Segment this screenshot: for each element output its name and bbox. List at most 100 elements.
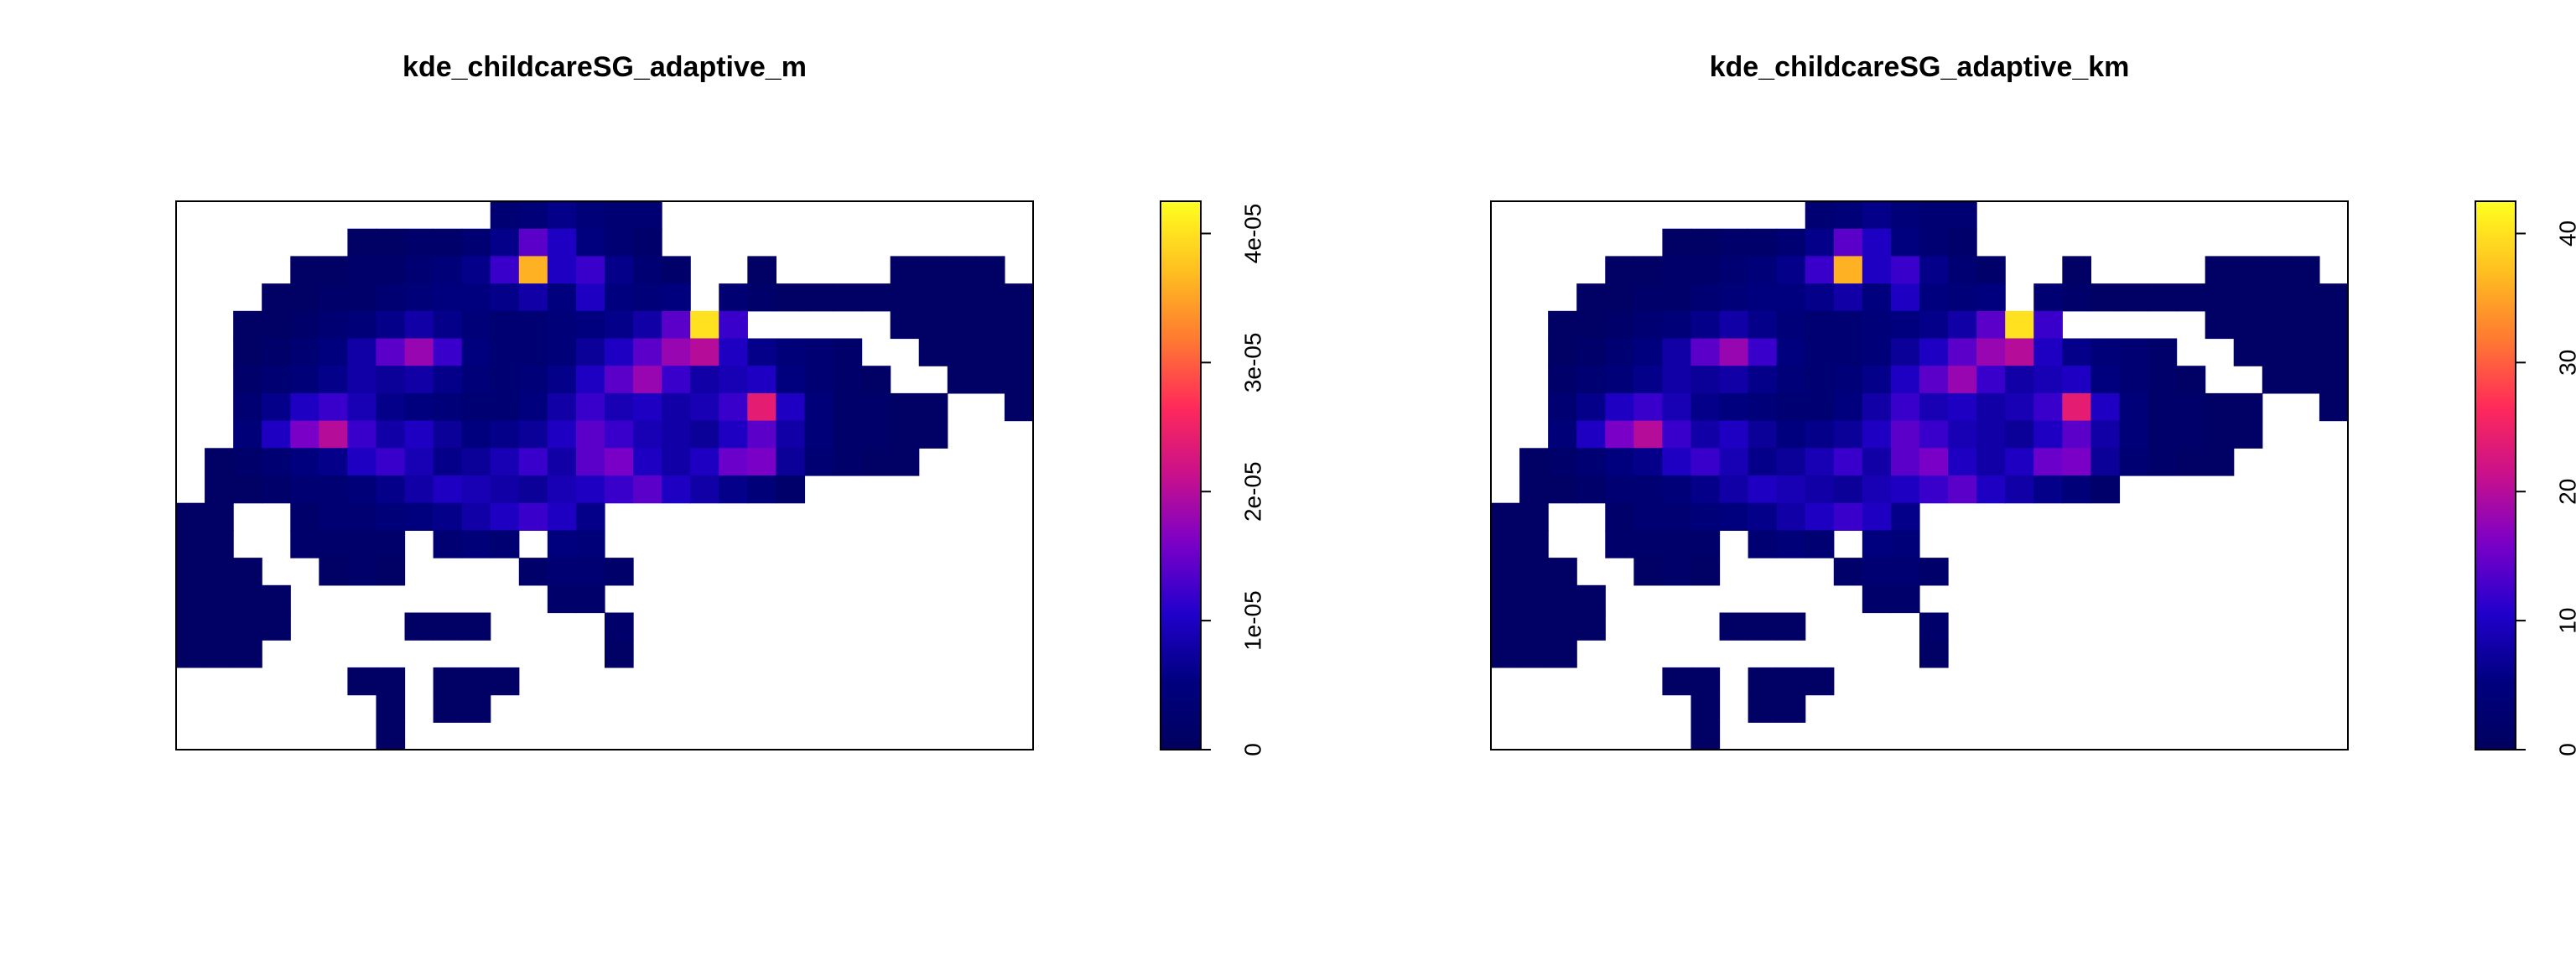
raster-cell [918,310,948,340]
raster-cell [2062,283,2091,312]
raster-cell [2148,392,2178,422]
raster-cell [2033,310,2063,340]
raster-cell [1890,448,1920,476]
raster-cell [1605,502,1634,531]
raster-cell [319,283,348,312]
raster-cell [1890,366,1920,394]
colorbar-tick-label: 20 [2554,479,2576,505]
raster-cell [176,558,205,586]
raster-cell [233,338,262,366]
raster-cell [1719,612,1749,641]
raster-cell [1662,502,1692,531]
raster-cell [861,392,891,422]
raster-cell [1833,502,1863,531]
raster-cell [461,530,491,558]
raster-cell [1576,310,1606,340]
raster-cell [2005,338,2034,366]
raster-cell [233,558,262,586]
raster-cell [404,310,434,340]
colorbar-tick-label: 1e-05 [1239,590,1265,651]
raster-cell [1548,310,1577,340]
raster-cell [1862,530,1892,558]
raster-cell [1491,612,1520,641]
raster-cell [433,366,463,394]
raster-cell [1633,420,1663,449]
raster-cell [347,366,377,394]
raster-cell [2062,420,2091,449]
raster-cell [1805,475,1835,504]
raster-cell [1805,448,1835,476]
raster-cell [1719,392,1749,422]
raster-cell [2148,420,2178,449]
raster-cell [262,310,291,340]
raster-cell [1919,228,1949,257]
raster-cell [404,420,434,449]
raster-cell [1890,310,1920,340]
raster-cell [633,310,662,340]
raster-cell [861,448,891,476]
raster-cell [747,420,776,449]
raster-cell [776,392,806,422]
raster-cell [1690,310,1721,340]
raster-cell [890,448,920,476]
raster-cell [205,530,234,558]
raster-cell [1833,228,1863,257]
raster-cell [1805,228,1835,257]
raster-cell [890,392,920,422]
raster-cell [2005,310,2034,340]
raster-cell [376,420,406,449]
raster-cell [719,310,748,340]
raster-cell [2319,283,2349,312]
raster-cell [1633,392,1663,422]
raster-cell [1890,338,1920,366]
raster-cell [1548,448,1577,476]
raster-cell [319,310,348,340]
raster-cell [319,420,348,449]
raster-cell [1748,694,1778,723]
raster-cell [376,530,406,558]
colorbar-tick-label: 10 [2554,608,2576,634]
raster-cell [490,420,520,449]
raster-cell [605,448,634,476]
raster-cell [719,283,748,312]
raster-cell [2233,420,2263,449]
raster-cell [1690,392,1721,422]
raster-cell [2062,392,2091,422]
raster-cell [347,530,377,558]
raster-cell [605,612,634,641]
raster-cell [2119,448,2149,476]
raster-cell [547,420,577,449]
raster-cell [747,283,776,312]
raster-cell [404,612,434,641]
raster-cell [833,392,863,422]
raster-cell [518,228,548,257]
raster-cell [1576,448,1606,476]
raster-cell [2290,283,2320,312]
raster-cell [2176,283,2206,312]
raster-cell [461,310,491,340]
raster-cell [518,448,548,476]
raster-cell [1890,228,1920,257]
raster-cell [1948,283,1977,312]
raster-cell [605,420,634,449]
raster-cell [547,558,577,586]
raster-cell [890,310,920,340]
raster-cell [490,228,520,257]
raster-cell [1776,283,1806,312]
raster-cell [2176,448,2206,476]
raster-cell [1633,366,1663,394]
colorbar-tick-label: 40 [2554,221,2576,247]
raster-cell [376,694,406,723]
raster-cell [262,392,291,422]
raster-cell [1748,667,1778,696]
raster-cell [1519,558,1549,586]
raster-cell [861,366,891,394]
raster-cell [1690,475,1721,504]
raster-cell [633,392,662,422]
raster-cell [1719,283,1749,312]
raster-cell [319,392,348,422]
raster-cell [404,502,434,531]
raster-cell [518,338,548,366]
raster-cell [605,310,634,340]
raster-cell [290,256,319,284]
